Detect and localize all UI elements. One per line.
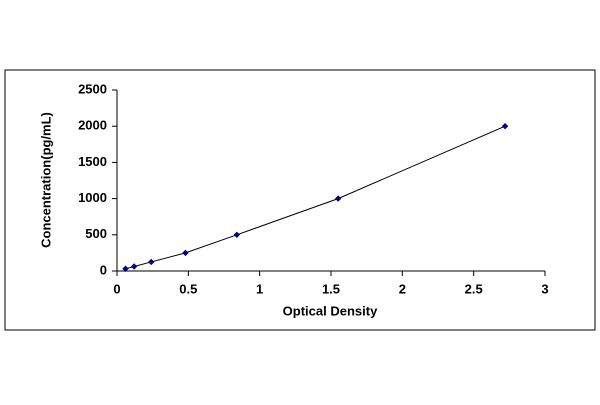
x-axis-title: Optical Density (283, 303, 378, 318)
y-tick-label: 500 (85, 226, 107, 241)
y-tick-label: 1000 (78, 190, 107, 205)
data-point (233, 231, 241, 238)
y-axis-title: Concentration(pg/mL) (38, 112, 53, 248)
chart-frame (4, 69, 596, 331)
y-tick-label: 1500 (78, 154, 107, 169)
data-point (334, 195, 342, 202)
x-tick-label: 2.5 (465, 281, 483, 296)
y-tick-label: 0 (100, 262, 107, 277)
x-tick-label: 2 (399, 281, 406, 296)
x-tick-label: 0 (113, 281, 120, 296)
data-point (130, 263, 138, 270)
x-tick-label: 1 (256, 281, 263, 296)
x-tick-label: 1.5 (322, 281, 340, 296)
data-point (122, 265, 129, 272)
data-point (148, 258, 155, 266)
x-tick-label: 3 (541, 281, 548, 296)
y-tick-label: 2500 (78, 81, 107, 96)
data-point (501, 123, 509, 130)
data-point (182, 249, 189, 257)
y-tick-label: 2000 (78, 118, 107, 133)
x-tick-label: 0.5 (179, 281, 197, 296)
